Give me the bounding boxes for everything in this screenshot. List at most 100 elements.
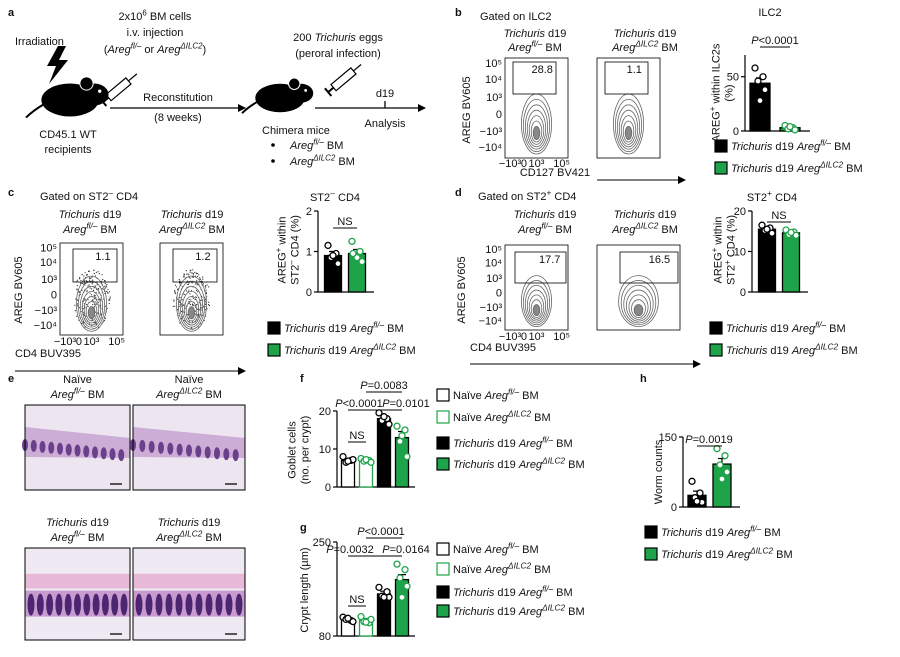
text-segment: fl/– <box>542 584 553 593</box>
crypt <box>205 593 213 616</box>
gate <box>72 248 118 283</box>
event-dot <box>76 279 79 281</box>
text-segment: BM <box>335 156 355 168</box>
event-dot <box>202 305 205 307</box>
text-segment: ΔILC2 <box>181 221 205 230</box>
event-dot <box>92 289 95 292</box>
text-segment: Trichuris <box>158 517 200 529</box>
event-dot <box>84 299 86 301</box>
crypt <box>214 447 220 460</box>
text-segment: =0.0164 <box>390 544 430 556</box>
text-segment: BM <box>565 459 585 471</box>
data-point <box>344 457 352 465</box>
plot-header: AregΔILC2 BM <box>158 221 225 236</box>
text-segment: within <box>713 217 725 248</box>
text-segment: BM <box>85 389 105 401</box>
flow-tick-label: 10³ <box>84 336 100 348</box>
text-segment: AREG <box>277 252 289 283</box>
mouse-eye <box>98 89 102 93</box>
text-segment: Trichuris <box>453 459 495 471</box>
event-dot <box>182 316 184 318</box>
data-point <box>786 123 794 131</box>
crypt <box>55 593 63 616</box>
text-segment: ΔILC2 <box>178 386 202 395</box>
text-segment: ΔILC2 <box>541 603 565 612</box>
event-dot <box>188 289 190 291</box>
text-segment: AREG <box>711 111 723 142</box>
text-segment: Areg <box>484 390 509 402</box>
data-point <box>349 249 357 258</box>
label: CD45.1 WT <box>39 129 97 141</box>
text-segment: Areg <box>726 549 751 561</box>
crypt <box>30 439 37 452</box>
image-header: AregΔILC2 BM <box>155 529 222 544</box>
text-segment: Areg <box>611 42 636 54</box>
flow-plot-frame <box>504 57 569 159</box>
image-frame <box>132 547 246 641</box>
text-segment: d19 <box>767 345 791 357</box>
event-dot <box>182 276 185 278</box>
event-dot <box>86 303 88 306</box>
flow-tick-label: 10³ <box>486 92 502 104</box>
y-axis-label: ST2– CD4 (%) <box>287 215 301 285</box>
text-segment: d19 <box>772 163 796 175</box>
contour <box>620 280 657 326</box>
contour <box>526 289 547 322</box>
gate-title: Gated on ST2+ CD4 <box>478 188 576 203</box>
data-point <box>761 86 769 94</box>
contour <box>625 289 652 322</box>
event-dot <box>86 290 88 292</box>
legend-swatch <box>267 321 281 335</box>
text-segment: BM <box>202 532 222 544</box>
flow-tick-label: −10³ <box>499 331 522 343</box>
text-segment: Areg <box>289 140 314 152</box>
event-dot <box>188 282 190 284</box>
y-tick-label: 0 <box>671 502 677 514</box>
panel-label: e <box>8 373 14 385</box>
text-segment: ΔILC2 <box>749 546 773 555</box>
label: d19 <box>376 88 394 100</box>
gate-value: 16.5 <box>649 254 670 266</box>
flow-tick-label: −10⁴ <box>479 316 503 328</box>
flow-tick-label: 10³ <box>529 158 545 170</box>
significance-label: NS <box>771 210 786 222</box>
event-dot <box>199 277 201 279</box>
flow-tick-label: −10⁴ <box>479 142 503 154</box>
event-dot <box>102 279 104 281</box>
event-dot <box>96 303 98 306</box>
event-dot <box>174 292 177 295</box>
y-tick-label: 10 <box>319 444 331 456</box>
data-point <box>380 413 388 421</box>
contour <box>633 304 644 317</box>
crypt <box>48 441 55 454</box>
event-dot <box>185 305 187 307</box>
event-dot <box>108 302 110 305</box>
flow-tick-label: −10³ <box>54 336 77 348</box>
text-segment: Areg <box>517 224 542 236</box>
text-segment: ΔILC2 <box>372 342 396 351</box>
contour <box>81 290 102 326</box>
event-dot <box>184 293 186 296</box>
event-dot <box>97 271 99 273</box>
gate <box>514 251 567 284</box>
event-dot <box>94 311 97 313</box>
text-segment: fl/– <box>815 320 826 329</box>
contour <box>522 99 551 153</box>
event-dot <box>192 276 194 278</box>
event-dot <box>92 282 94 284</box>
mouse-ear <box>79 76 94 91</box>
text-segment: d19 <box>100 209 121 221</box>
contour <box>616 104 641 150</box>
legend-label: Trichuris d19 AregΔILC2 BM <box>726 342 858 357</box>
event-dot <box>197 308 199 311</box>
legend-label: Trichuris d19 Aregfl/– BM <box>453 435 573 450</box>
event-dot <box>186 280 189 282</box>
text-segment: d19 <box>202 209 223 221</box>
event-dot <box>179 282 181 284</box>
crypt <box>185 593 193 616</box>
event-dot <box>204 285 206 287</box>
event-dot <box>103 320 106 322</box>
text-segment: Areg <box>349 323 374 335</box>
significance-label: P=0.0101 <box>382 398 429 410</box>
flow-tick-label: 0 <box>76 336 82 348</box>
